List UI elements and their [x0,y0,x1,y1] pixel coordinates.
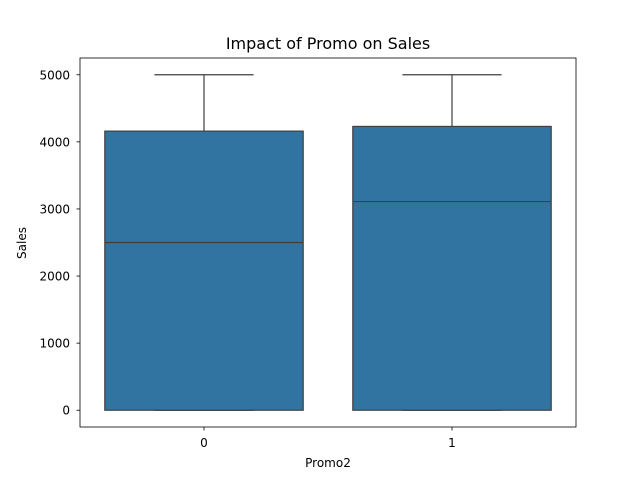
y-tick-label: 4000 [39,135,70,149]
y-axis-label: Sales [15,227,29,259]
x-tick-label: 1 [448,436,456,450]
y-tick-label: 1000 [39,337,70,351]
box-iqr [352,125,552,411]
box-1 [352,74,552,411]
y-tick-label: 0 [62,404,70,418]
x-axis-label: Promo2 [305,456,351,470]
plot-frame [79,57,577,428]
y-tick-label: 5000 [39,68,70,82]
y-axis: 0 1000 2000 3000 4000 5000 [39,68,80,418]
x-tick-label: 0 [200,436,208,450]
y-tick-label: 2000 [39,270,70,284]
y-tick-label: 3000 [39,202,70,216]
box-iqr [104,130,304,411]
box-0 [104,74,304,411]
chart-title: Impact of Promo on Sales [226,34,430,53]
plot-area [104,74,552,411]
